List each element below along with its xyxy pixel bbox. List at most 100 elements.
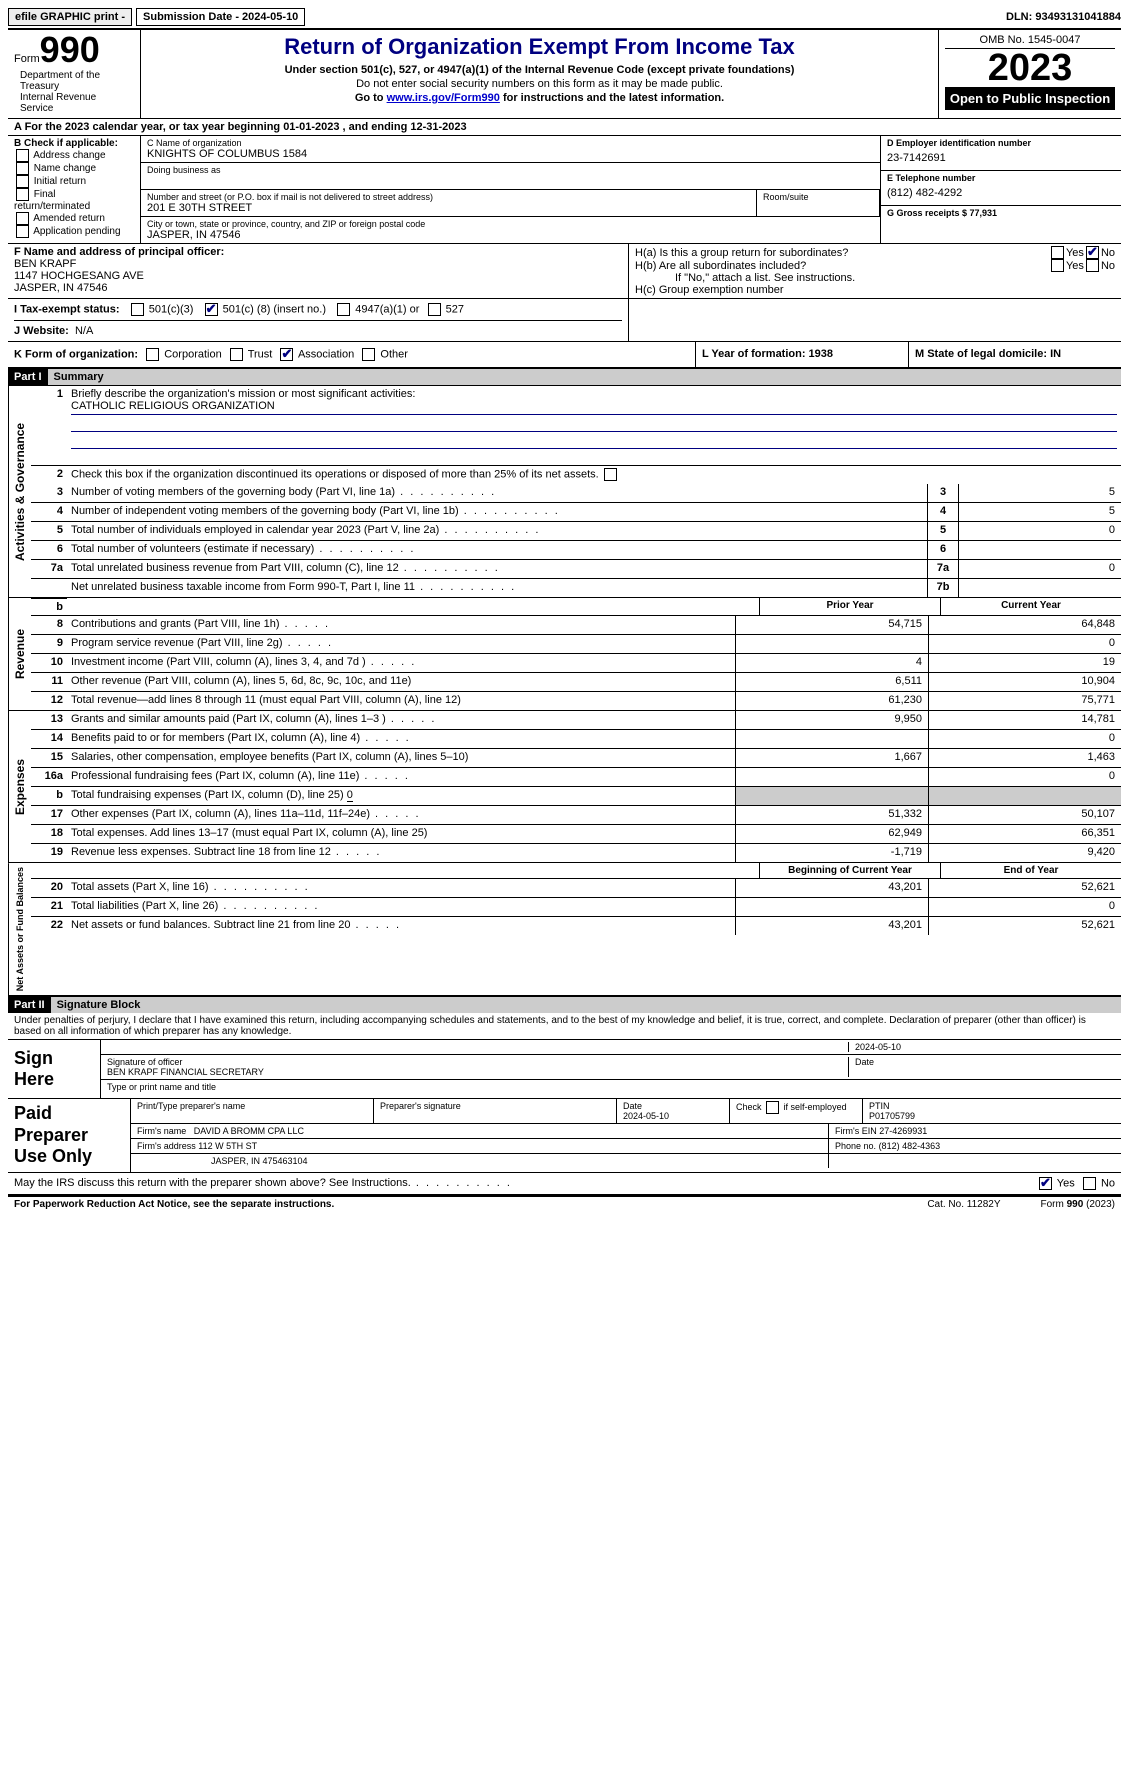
line13-curr: 14,781: [928, 711, 1121, 729]
line10-prior: 4: [735, 654, 928, 672]
form-word: Form: [14, 53, 40, 65]
ck-line2[interactable]: [604, 468, 617, 481]
line7b-val: [958, 579, 1121, 597]
prep-date-val: 2024-05-10: [623, 1111, 669, 1121]
tax-exempt-label: I Tax-exempt status:: [14, 303, 120, 315]
discuss-yes[interactable]: [1039, 1177, 1052, 1190]
form-number: 990: [40, 29, 100, 70]
dln: DLN: 93493131041884: [1006, 11, 1121, 23]
firm-phone-val: (812) 482-4363: [879, 1141, 941, 1151]
ck-527[interactable]: [428, 303, 441, 316]
checkbox-initial-return[interactable]: [16, 175, 29, 188]
ck-association[interactable]: [280, 348, 293, 361]
line8-text: Contributions and grants (Part VIII, lin…: [67, 616, 735, 634]
col-b: B Check if applicable: Address change Na…: [8, 136, 141, 243]
line5-text: Total number of individuals employed in …: [67, 522, 927, 540]
footer-mid: Cat. No. 11282Y: [927, 1199, 1000, 1210]
hb-yes[interactable]: [1051, 259, 1064, 272]
form-org-label: K Form of organization:: [14, 348, 138, 360]
line22-end: 52,621: [928, 917, 1121, 935]
checkbox-name-change[interactable]: [16, 162, 29, 175]
firm-name-label: Firm's name: [137, 1126, 186, 1136]
governance-section: Activities & Governance 1 Briefly descri…: [8, 386, 1121, 598]
discuss-row: May the IRS discuss this return with the…: [8, 1172, 1121, 1196]
sign-officer-name: BEN KRAPF FINANCIAL SECRETARY: [107, 1067, 264, 1077]
submission-date: Submission Date - 2024-05-10: [136, 8, 305, 26]
line17-text: Other expenses (Part IX, column (A), lin…: [67, 806, 735, 824]
line17-curr: 50,107: [928, 806, 1121, 824]
col-de: D Employer identification number23-71426…: [881, 136, 1121, 243]
irs-link[interactable]: www.irs.gov/Form990: [387, 92, 500, 104]
checkbox-final-return[interactable]: [16, 188, 29, 201]
ck-other[interactable]: [362, 348, 375, 361]
top-bar: efile GRAPHIC print - Submission Date - …: [8, 8, 1121, 26]
perjury-text: Under penalties of perjury, I declare th…: [8, 1013, 1121, 1040]
sign-type-label: Type or print name and title: [101, 1080, 1121, 1094]
end-year-header: End of Year: [940, 863, 1121, 878]
ein-value: 23-7142691: [887, 148, 1115, 168]
line3-val: 5: [958, 484, 1121, 502]
checkbox-amended-return[interactable]: [16, 212, 29, 225]
line15-prior: 1,667: [735, 749, 928, 767]
ck-trust[interactable]: [230, 348, 243, 361]
governance-sidelabel: Activities & Governance: [8, 386, 31, 597]
line19-prior: -1,719: [735, 844, 928, 862]
expenses-sidelabel: Expenses: [8, 711, 31, 862]
line10-text: Investment income (Part VIII, column (A)…: [67, 654, 735, 672]
line16b-text: Total fundraising expenses (Part IX, col…: [67, 787, 735, 805]
netassets-sidelabel: Net Assets or Fund Balances: [8, 863, 31, 995]
expenses-section: Expenses 13Grants and similar amounts pa…: [8, 711, 1121, 863]
line15-curr: 1,463: [928, 749, 1121, 767]
line19-curr: 9,420: [928, 844, 1121, 862]
ha-label: H(a) Is this a group return for subordin…: [635, 247, 1049, 259]
line16a-curr: 0: [928, 768, 1121, 786]
identity-block: B Check if applicable: Address change Na…: [8, 136, 1121, 244]
footer-right: Form 990 (2023): [1041, 1199, 1115, 1210]
ck-501c[interactable]: [205, 303, 218, 316]
officer-name: BEN KRAPF: [14, 258, 622, 270]
ck-4947[interactable]: [337, 303, 350, 316]
line17-prior: 51,332: [735, 806, 928, 824]
line18-prior: 62,949: [735, 825, 928, 843]
line12-prior: 61,230: [735, 692, 928, 710]
line21-text: Total liabilities (Part X, line 26): [67, 898, 735, 916]
part2-badge: Part II: [8, 997, 51, 1013]
org-name: KNIGHTS OF COLUMBUS 1584: [147, 148, 874, 160]
website-label: J Website:: [14, 325, 69, 337]
discuss-no[interactable]: [1083, 1177, 1096, 1190]
col-c: C Name of organizationKNIGHTS OF COLUMBU…: [141, 136, 881, 243]
line5-val: 0: [958, 522, 1121, 540]
efile-print-button[interactable]: efile GRAPHIC print -: [8, 8, 132, 26]
line7a-val: 0: [958, 560, 1121, 578]
ha-yes[interactable]: [1051, 246, 1064, 259]
line-a: A For the 2023 calendar year, or tax yea…: [8, 119, 1121, 136]
line12-curr: 75,771: [928, 692, 1121, 710]
firm-phone-label: Phone no.: [835, 1141, 876, 1151]
website-value: N/A: [75, 325, 93, 337]
org-name-label: C Name of organization: [147, 138, 874, 148]
ptin-val: P01705799: [869, 1111, 915, 1121]
line21-end: 0: [928, 898, 1121, 916]
firm-ein-val: 27-4269931: [879, 1126, 927, 1136]
preparer-label: Paid Preparer Use Only: [8, 1099, 131, 1172]
checkbox-application-pending[interactable]: [16, 225, 29, 238]
ha-no[interactable]: [1086, 246, 1099, 259]
hb-label: H(b) Are all subordinates included?: [635, 260, 1049, 272]
revenue-section: Revenue bPrior YearCurrent Year 8Contrib…: [8, 598, 1121, 711]
ck-corporation[interactable]: [146, 348, 159, 361]
subtitle-1: Under section 501(c), 527, or 4947(a)(1)…: [147, 64, 932, 76]
line20-text: Total assets (Part X, line 16): [67, 879, 735, 897]
checkbox-address-change[interactable]: [16, 149, 29, 162]
line2-text: Check this box if the organization disco…: [71, 468, 599, 480]
line6-text: Total number of volunteers (estimate if …: [67, 541, 927, 559]
ck-self-employed[interactable]: [766, 1101, 779, 1114]
ck-501c3[interactable]: [131, 303, 144, 316]
street-value: 201 E 30TH STREET: [147, 202, 750, 214]
line16a-text: Professional fundraising fees (Part IX, …: [67, 768, 735, 786]
street-label: Number and street (or P.O. box if mail i…: [147, 192, 750, 202]
line11-text: Other revenue (Part VIII, column (A), li…: [67, 673, 735, 691]
city-label: City or town, state or province, country…: [147, 219, 874, 229]
dba-label: Doing business as: [147, 165, 874, 175]
part2-title: Signature Block: [51, 997, 1121, 1013]
hb-no[interactable]: [1086, 259, 1099, 272]
